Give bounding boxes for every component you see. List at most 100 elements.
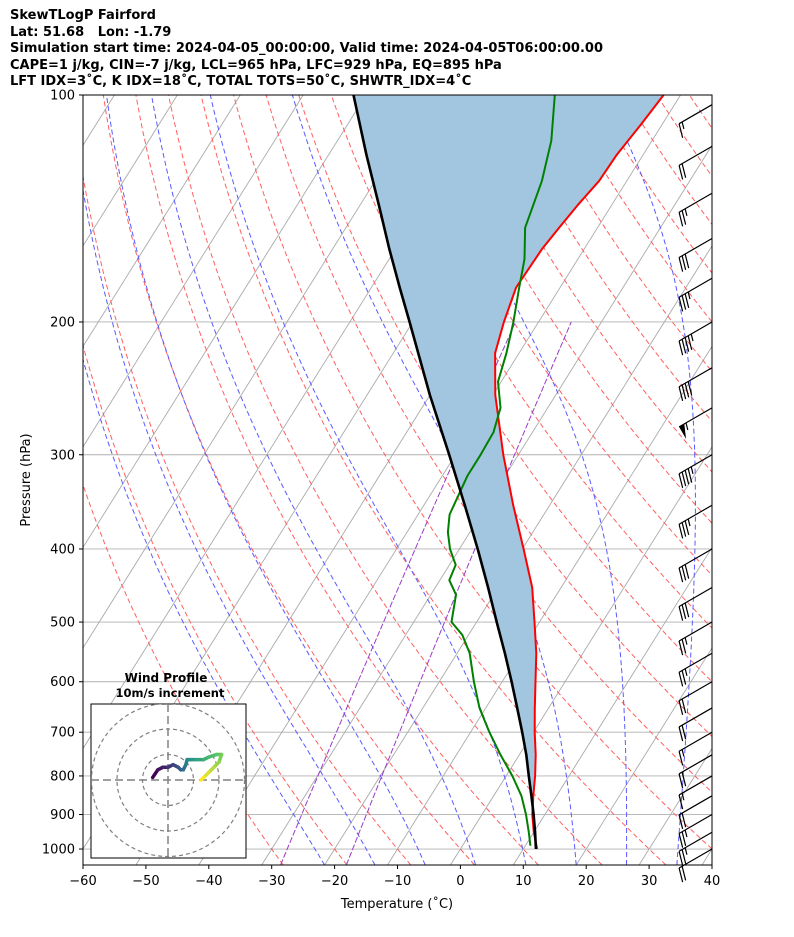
barb-full <box>681 566 687 581</box>
dry-adiabat <box>168 95 603 865</box>
barb-full <box>687 468 693 483</box>
barb-full <box>681 725 687 740</box>
barb-half <box>684 208 688 216</box>
dry-adiabat <box>623 95 712 226</box>
x-tick-label: −20 <box>321 874 348 889</box>
dewpoint-line <box>446 95 556 846</box>
y-tick-label: 800 <box>50 769 75 784</box>
barb-staff <box>678 731 713 752</box>
barb-staff <box>678 367 713 388</box>
barb-half <box>687 291 691 300</box>
isotherm <box>83 95 178 247</box>
time-line: Simulation start time: 2024-04-05_00:00:… <box>10 41 603 56</box>
x-tick-label: −60 <box>69 874 96 889</box>
barb-staff <box>678 814 713 835</box>
wind-barb <box>678 104 713 138</box>
barb-half <box>687 518 691 527</box>
barb-full <box>678 773 684 789</box>
wind-barb <box>678 237 713 272</box>
cape-line: CAPE=1 j/kg, CIN=-7 j/kg, LCL=965 hPa, L… <box>10 57 502 73</box>
barb-staff <box>678 831 713 852</box>
wind-barb <box>678 454 713 489</box>
barb-full <box>678 123 684 138</box>
wind-barb <box>678 192 713 227</box>
barb-full <box>678 212 684 227</box>
wind-barb <box>678 681 713 716</box>
barb-full <box>678 524 684 539</box>
index-line: LFT IDX=3˚C, K IDX=18˚C, TOTAL TOTS=50˚C… <box>10 74 472 89</box>
y-axis-label: Pressure (hPa) <box>19 433 34 526</box>
barb-staff <box>678 104 713 125</box>
barb-full <box>684 520 690 536</box>
barb-full <box>678 851 684 866</box>
y-tick-label: 700 <box>50 726 75 741</box>
barb-full <box>678 833 684 848</box>
barb-staff <box>678 504 713 525</box>
barb-half <box>684 668 688 676</box>
barb-full <box>678 165 684 180</box>
y-tick-label: 300 <box>50 448 75 463</box>
wind-barb <box>678 321 713 356</box>
moist-adiabat <box>414 95 628 865</box>
y-tick-label: 200 <box>50 315 75 330</box>
wind-barb <box>678 621 713 656</box>
barb-full <box>678 700 684 716</box>
wind-barb <box>678 587 713 621</box>
traces <box>352 95 665 850</box>
dry-adiabat <box>233 95 712 850</box>
barb-half <box>690 333 694 342</box>
x-axis-ticks: −60 −50 −40 −30 −20 −10 0 10 20 30 40 <box>69 865 720 889</box>
wind-barb <box>678 407 713 440</box>
inset-subtitle: 10m/s increment <box>116 686 225 700</box>
chart-title: SkewTLogP Fairford <box>10 8 156 23</box>
barb-full <box>678 726 684 742</box>
dry-adiabat <box>787 95 794 865</box>
barb-full <box>681 210 687 225</box>
x-tick-label: −30 <box>258 874 285 889</box>
cape-area <box>353 95 664 846</box>
wind-barb <box>678 277 713 312</box>
wind-barb <box>678 145 713 180</box>
barb-full <box>681 471 687 487</box>
isotherm <box>638 747 712 865</box>
hodograph <box>91 704 246 858</box>
y-tick-label: 600 <box>50 675 75 690</box>
barb-full <box>681 604 687 620</box>
wind-barb <box>678 775 713 810</box>
barb-full <box>678 257 684 272</box>
y-tick-label: 1000 <box>42 843 75 858</box>
x-tick-label: −50 <box>132 874 159 889</box>
x-tick-label: 10 <box>515 874 532 889</box>
barb-staff <box>678 652 713 673</box>
barb-full <box>681 639 687 654</box>
dry-adiabat <box>755 95 794 865</box>
barb-staff <box>678 454 713 475</box>
barb-flag <box>679 423 687 440</box>
x-tick-label: 20 <box>578 874 595 889</box>
barb-full <box>684 293 690 309</box>
barb-half <box>681 749 685 757</box>
barb-full <box>678 567 684 583</box>
barb-half <box>681 121 685 130</box>
inset-title: Wind Profile <box>125 671 208 685</box>
moist-adiabat <box>83 357 326 865</box>
barb-full <box>681 831 687 847</box>
wind-barb <box>678 814 713 848</box>
moist-adiabat <box>151 95 477 865</box>
dry-adiabat <box>558 95 712 323</box>
barb-full <box>678 386 684 402</box>
x-tick-label: 30 <box>641 874 658 889</box>
y-axis-ticks: 100 200 300 400 500 600 700 800 900 1000 <box>42 89 83 858</box>
y-tick-label: 100 <box>50 89 75 104</box>
dry-adiabat <box>200 95 667 865</box>
barb-staff <box>678 145 713 166</box>
parcel-line <box>352 95 538 850</box>
barb-full <box>678 814 684 830</box>
barb-full <box>681 812 687 828</box>
moist-adiabat <box>605 95 696 865</box>
x-tick-label: −10 <box>384 874 411 889</box>
barb-half <box>685 422 689 431</box>
dry-adiabat <box>591 95 712 274</box>
isotherm <box>198 95 681 865</box>
